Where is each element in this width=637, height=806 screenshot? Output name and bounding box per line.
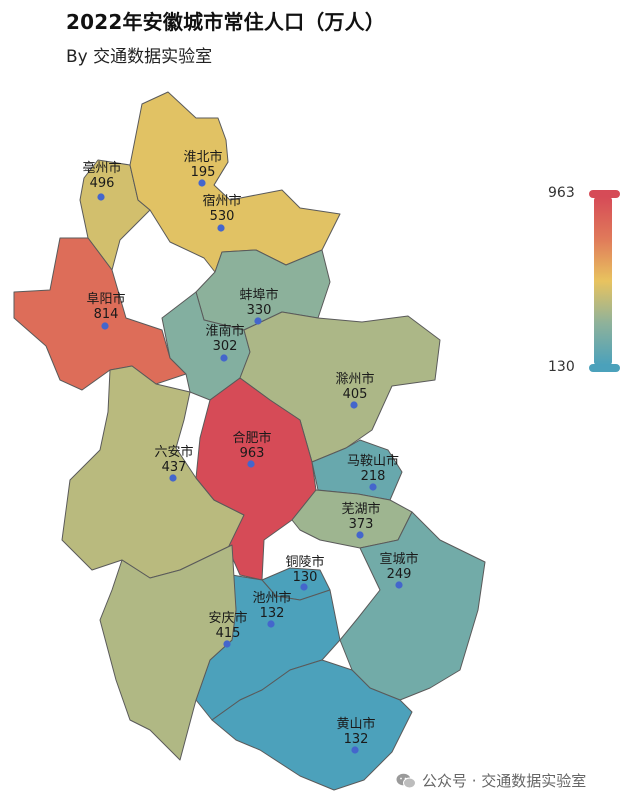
- city-value-label: 437: [162, 460, 187, 475]
- city-value-label: 218: [361, 469, 386, 484]
- city-marker[interactable]: [356, 531, 364, 539]
- city-value-label: 496: [90, 176, 115, 191]
- city-marker[interactable]: [395, 581, 403, 589]
- city-marker[interactable]: [217, 224, 225, 232]
- region-14[interactable]: [99, 544, 237, 761]
- city-marker[interactable]: [169, 474, 177, 482]
- region-8[interactable]: [195, 377, 317, 581]
- city-marker[interactable]: [223, 640, 231, 648]
- city-name-label: 淮南市: [205, 323, 244, 339]
- map-subtitle: By 交通数据实验室: [66, 47, 213, 67]
- legend-min-label: 130: [548, 359, 575, 375]
- city-value-label: 963: [240, 446, 265, 461]
- city-value-label: 249: [387, 567, 412, 582]
- legend-max-label: 963: [548, 185, 575, 201]
- city-marker[interactable]: [254, 317, 262, 325]
- city-name-label: 亳州市: [82, 160, 121, 176]
- watermark: 公众号 · 交通数据实验室: [396, 770, 586, 791]
- city-value-label: 405: [343, 387, 368, 402]
- region-2[interactable]: [129, 91, 341, 273]
- city-name-label: 池州市: [252, 590, 291, 606]
- wechat-icon: [396, 773, 416, 789]
- city-value-label: 814: [94, 307, 119, 322]
- city-name-label: 宣城市: [379, 551, 418, 567]
- city-marker[interactable]: [198, 179, 206, 187]
- city-marker[interactable]: [247, 460, 255, 468]
- city-name-label: 淮北市: [183, 149, 222, 165]
- city-value-label: 330: [247, 303, 272, 318]
- city-marker[interactable]: [220, 354, 228, 362]
- city-name-label: 黄山市: [336, 716, 375, 732]
- city-name-label: 芜湖市: [341, 501, 380, 517]
- city-marker[interactable]: [97, 193, 105, 201]
- city-name-label: 马鞍山市: [347, 453, 399, 469]
- legend-max-handle[interactable]: [589, 190, 620, 198]
- city-value-label: 530: [210, 209, 235, 224]
- region-15[interactable]: [211, 659, 413, 791]
- city-name-label: 铜陵市: [285, 554, 324, 570]
- legend-min-handle[interactable]: [589, 364, 620, 372]
- city-name-label: 蚌埠市: [239, 287, 278, 303]
- city-marker[interactable]: [351, 746, 359, 754]
- city-value-label: 302: [213, 339, 238, 354]
- map-title: 2022年安徽城市常住人口（万人）: [66, 10, 386, 34]
- city-value-label: 195: [191, 165, 216, 180]
- legend-color-bar: [594, 197, 612, 365]
- city-marker[interactable]: [300, 583, 308, 591]
- city-name-label: 宿州市: [202, 193, 241, 209]
- city-marker[interactable]: [267, 620, 275, 628]
- city-value-label: 415: [216, 626, 241, 641]
- city-name-label: 阜阳市: [86, 291, 125, 307]
- city-marker[interactable]: [350, 401, 358, 409]
- city-name-label: 安庆市: [208, 610, 247, 626]
- city-marker[interactable]: [101, 322, 109, 330]
- city-value-label: 132: [260, 606, 285, 621]
- city-name-label: 滁州市: [335, 371, 374, 387]
- city-value-label: 373: [349, 517, 374, 532]
- city-value-label: 132: [344, 732, 369, 747]
- city-value-label: 130: [293, 570, 318, 585]
- city-name-label: 合肥市: [232, 430, 271, 446]
- city-name-label: 六安市: [154, 444, 193, 460]
- city-marker[interactable]: [369, 483, 377, 491]
- watermark-text: 公众号 · 交通数据实验室: [422, 772, 587, 790]
